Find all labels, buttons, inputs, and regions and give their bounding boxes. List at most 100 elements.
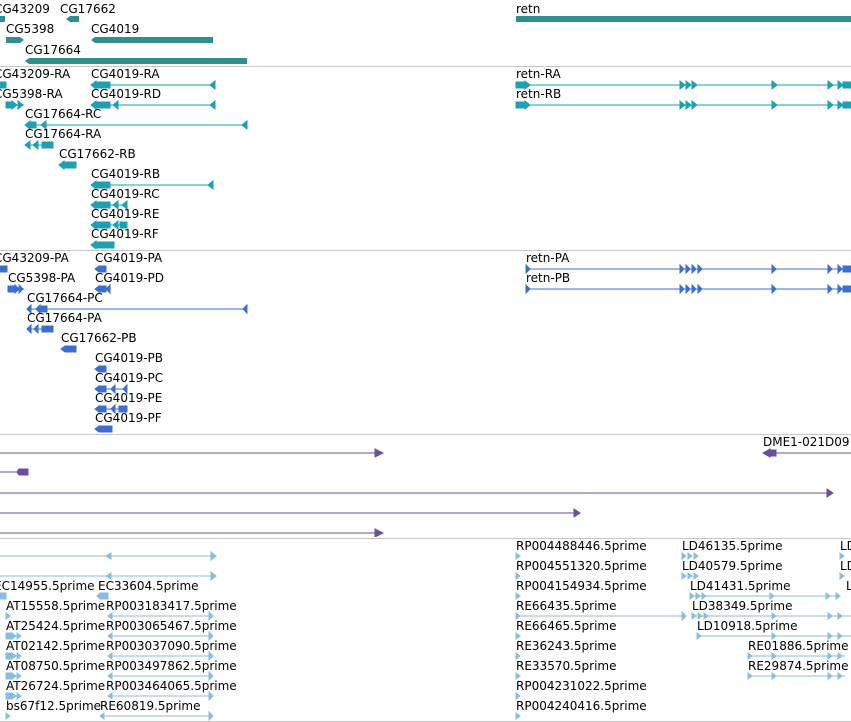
est-label: RP004240416.5prime: [516, 699, 647, 713]
protein-label: CG4019-PC: [95, 371, 164, 385]
transcript-label: retn-RA: [516, 67, 561, 81]
est-feature[interactable]: [681, 572, 699, 580]
gene-feature-cg17662[interactable]: [66, 16, 79, 22]
est-feature[interactable]: [696, 632, 851, 640]
transcript-feature[interactable]: [5, 99, 24, 111]
est-feature[interactable]: [515, 572, 521, 580]
est-feature[interactable]: [747, 672, 845, 680]
protein-feature[interactable]: [94, 403, 128, 415]
gene-feature-retn[interactable]: [516, 16, 851, 22]
est-label: RP004551320.5prime: [516, 559, 647, 573]
est-feature[interactable]: [747, 652, 845, 660]
est-feature[interactable]: [5, 610, 214, 622]
gene-feature-cg4019[interactable]: [91, 37, 213, 43]
est-label: L: [846, 579, 851, 593]
track-separator: [0, 66, 851, 67]
gene-label: CG17662: [60, 2, 116, 16]
protein-feature[interactable]: [26, 303, 248, 315]
alignment-feature[interactable]: [0, 508, 581, 518]
protein-feature[interactable]: [94, 425, 113, 433]
est-feature[interactable]: [515, 672, 521, 680]
est-feature[interactable]: [5, 650, 214, 662]
est-label: LD: [840, 559, 851, 573]
est-label: RP004488446.5prime: [516, 539, 647, 553]
transcript-feature[interactable]: [90, 179, 214, 191]
alignment-feature[interactable]: [0, 468, 29, 476]
est-feature[interactable]: [839, 572, 845, 580]
protein-track-glyphs: [0, 263, 851, 433]
protein-label: CG4019-PF: [95, 411, 162, 425]
est-feature[interactable]: [0, 592, 109, 600]
transcript-track: CG43209-RA CG4019-RA CG5398-RA CG4019-RD…: [0, 67, 851, 249]
est-feature[interactable]: [5, 670, 214, 682]
est-feature[interactable]: [515, 592, 521, 600]
transcript-feature[interactable]: [90, 199, 128, 211]
transcript-label: CG4019-RD: [91, 87, 162, 101]
est-feature[interactable]: [515, 712, 521, 720]
transcript-feature[interactable]: [0, 81, 7, 89]
alignment-feature-dme1-021d09[interactable]: [761, 448, 851, 458]
transcript-feature[interactable]: [90, 219, 128, 231]
protein-feature[interactable]: [525, 263, 851, 275]
transcript-feature[interactable]: [515, 79, 851, 91]
est-feature[interactable]: [515, 652, 521, 660]
transcript-feature[interactable]: [24, 139, 54, 151]
protein-feature[interactable]: [94, 265, 107, 273]
est-feature[interactable]: [515, 632, 521, 640]
est-feature[interactable]: [839, 552, 845, 560]
protein-feature[interactable]: [94, 365, 107, 373]
alignment-feature[interactable]: [0, 528, 385, 537]
est-feature[interactable]: [691, 612, 851, 620]
transcript-feature[interactable]: [90, 99, 216, 111]
protein-feature[interactable]: [94, 383, 128, 395]
est-feature[interactable]: [5, 630, 214, 642]
transcript-feature[interactable]: [58, 159, 77, 171]
est-feature[interactable]: [0, 550, 217, 562]
gene-feature-cg43209[interactable]: [0, 16, 5, 22]
est-label: RP003065467.5prime: [106, 619, 237, 633]
alignment-feature[interactable]: [0, 488, 834, 498]
transcript-feature[interactable]: [90, 239, 115, 249]
est-label: LD: [840, 539, 851, 553]
gene-feature-cg5398[interactable]: [6, 37, 24, 43]
est-feature[interactable]: [515, 692, 521, 700]
est-feature[interactable]: [515, 552, 521, 560]
est-feature[interactable]: [681, 552, 699, 560]
protein-feature[interactable]: [26, 323, 54, 335]
track-separator: [0, 538, 851, 539]
est-feature[interactable]: [515, 610, 687, 622]
protein-track: CG43209-PA CG4019-PA CG5398-PA CG4019-PD…: [0, 251, 851, 434]
protein-feature[interactable]: [0, 265, 8, 273]
est-feature[interactable]: [5, 690, 214, 702]
gene-label: retn: [516, 2, 541, 16]
est-label: RP003464065.5prime: [106, 679, 237, 693]
est-label: RE66465.5prime: [516, 619, 617, 633]
protein-feature[interactable]: [7, 283, 24, 295]
est-label: bs67f12.5prime: [6, 699, 102, 713]
est-label: AT08750.5prime: [6, 659, 106, 673]
est-label: RP004231022.5prime: [516, 679, 647, 693]
protein-label: CG43209-PA: [0, 251, 69, 265]
est-label: RP003037090.5prime: [106, 639, 237, 653]
protein-feature[interactable]: [94, 283, 111, 295]
transcript-label: CG4019-RF: [91, 227, 159, 241]
est-label: LD41431.5prime: [690, 579, 791, 593]
est-feature[interactable]: [5, 710, 214, 722]
protein-label: CG5398-PA: [8, 271, 76, 285]
est-label: RP003497862.5prime: [106, 659, 237, 673]
transcript-feature[interactable]: [90, 79, 216, 91]
protein-feature[interactable]: [525, 283, 851, 295]
gene-feature-cg17664[interactable]: [25, 58, 247, 64]
transcript-feature[interactable]: [24, 119, 248, 131]
protein-label: CG17662-PB: [61, 331, 137, 345]
transcript-feature[interactable]: [515, 99, 851, 111]
alignment-feature[interactable]: [0, 448, 385, 458]
est-feature[interactable]: [689, 592, 841, 600]
est-feature[interactable]: [0, 570, 217, 582]
transcript-label: CG43209-RA: [0, 67, 71, 81]
protein-feature[interactable]: [60, 345, 77, 353]
est-label: RP004154934.5prime: [516, 579, 647, 593]
transcript-label: CG5398-RA: [0, 87, 63, 101]
track-separator: [0, 250, 851, 251]
protein-label: CG4019-PA: [95, 251, 163, 265]
